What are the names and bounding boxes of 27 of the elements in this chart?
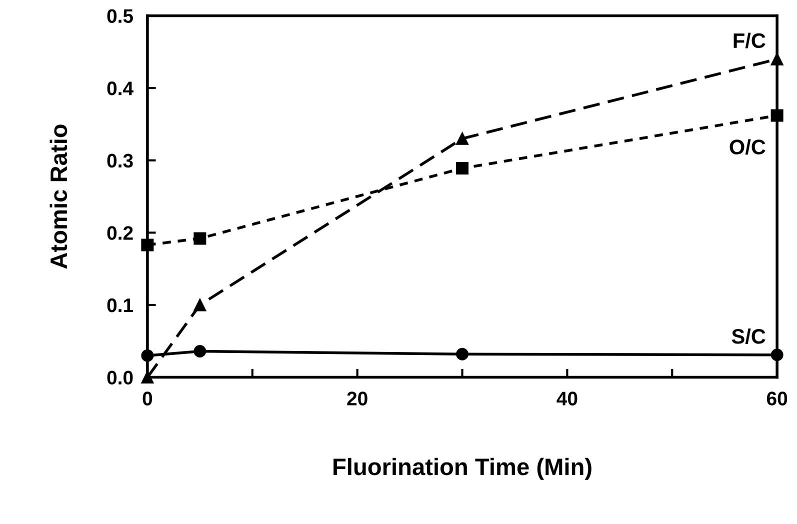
point <box>141 238 154 252</box>
x-tick-label: 40 <box>556 392 578 406</box>
y-tick-label: 0.4 <box>107 82 134 96</box>
y-tick-label: 0.1 <box>107 298 134 312</box>
point <box>194 344 206 358</box>
point <box>770 348 784 362</box>
y-tick-label: 0.3 <box>107 154 133 168</box>
point <box>770 109 784 122</box>
x-tick-label: 0 <box>142 392 152 406</box>
series-label: F/C <box>734 32 766 48</box>
point <box>141 349 154 362</box>
x-tick-label: 20 <box>347 392 368 406</box>
y-tick-label: 0.2 <box>107 226 133 240</box>
point <box>456 348 469 360</box>
x-tick-label: 60 <box>766 392 788 406</box>
point <box>194 232 206 245</box>
series-label: O/C <box>730 139 766 155</box>
series-label: S/C <box>732 328 766 344</box>
point <box>456 132 469 145</box>
point <box>141 371 154 384</box>
point <box>770 52 784 66</box>
y-axis-title: Atomic Ratio <box>50 124 68 269</box>
point <box>194 298 206 312</box>
x-axis-title: Fluorination Time (Min) <box>334 458 592 480</box>
y-tick-label: 0.0 <box>107 370 133 385</box>
y-tick-label: 0.5 <box>107 9 134 23</box>
point <box>456 162 469 175</box>
